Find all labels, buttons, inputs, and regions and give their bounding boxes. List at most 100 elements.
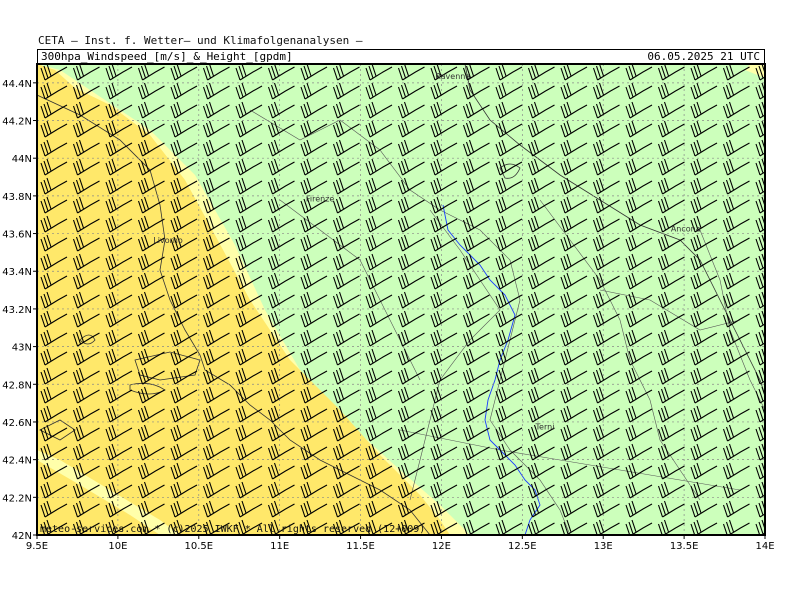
wind-barb (397, 158, 425, 176)
wind-barb (365, 82, 393, 100)
wind-barb (267, 386, 295, 404)
wind-barb (105, 101, 133, 119)
wind-barb (495, 196, 523, 214)
wind-barb (657, 234, 685, 252)
wind-barb (657, 158, 685, 176)
wind-barb (170, 272, 198, 290)
city-label: Firenze (306, 195, 335, 204)
wind-barb (40, 272, 68, 290)
wind-barb (462, 177, 490, 195)
wind-barb (235, 348, 263, 366)
wind-barb (495, 234, 523, 252)
wind-barb (592, 424, 620, 442)
wind-barb (105, 64, 133, 81)
wind-barb (722, 253, 750, 271)
wind-barb (657, 519, 685, 535)
wind-barb (170, 462, 198, 480)
wind-barb (202, 215, 230, 233)
wind-barb (137, 386, 165, 404)
wind-barb (397, 196, 425, 214)
wind-barb (300, 405, 328, 423)
wind-barb (235, 158, 263, 176)
wind-barb (72, 196, 100, 214)
wind-barb (430, 101, 458, 119)
wind-barb (267, 405, 295, 423)
city-label: Ancona (671, 225, 701, 234)
wind-barb (625, 64, 653, 81)
wind-barb (40, 196, 68, 214)
wind-barb (267, 348, 295, 366)
wind-barb (625, 462, 653, 480)
wind-barb (625, 215, 653, 233)
wind-barb (690, 500, 718, 518)
wind-barb (722, 348, 750, 366)
wind-barb (397, 348, 425, 366)
wind-barb (40, 519, 68, 535)
wind-barb (722, 462, 750, 480)
wind-barb (722, 64, 750, 81)
wind-barb (40, 310, 68, 328)
wind-barb (105, 500, 133, 518)
x-tick-label: 12E (432, 541, 451, 552)
wind-barb (657, 139, 685, 157)
wind-barb (365, 329, 393, 347)
wind-barb (625, 120, 653, 138)
wind-barb (72, 310, 100, 328)
wind-barb (235, 272, 263, 290)
tiber-river (442, 204, 541, 535)
x-tick-label: 11.5E (346, 541, 375, 552)
y-tick-label: 43.8N (2, 192, 32, 203)
wind-barb (397, 329, 425, 347)
wind-barb (300, 500, 328, 518)
wind-barb (690, 64, 718, 81)
wind-barb (365, 424, 393, 442)
wind-barb (690, 234, 718, 252)
wind-barb (332, 291, 360, 309)
wind-barb (235, 424, 263, 442)
wind-barb (592, 177, 620, 195)
wind-barb (40, 329, 68, 347)
wind-barb (40, 158, 68, 176)
wind-barb (105, 82, 133, 100)
wind-barb (625, 424, 653, 442)
wind-barb (560, 196, 588, 214)
wind-barb (332, 348, 360, 366)
wind-barb (170, 443, 198, 461)
wind-barb (592, 405, 620, 423)
wind-barb (72, 82, 100, 100)
wind-barb (722, 215, 750, 233)
wind-barb (300, 253, 328, 271)
wind-barb (202, 291, 230, 309)
wind-barb (300, 64, 328, 81)
wind-barb (137, 500, 165, 518)
wind-barb (527, 500, 555, 518)
wind-barb (72, 348, 100, 366)
wind-barb (592, 272, 620, 290)
wind-barb (625, 158, 653, 176)
wind-barb (202, 367, 230, 385)
wind-barb (235, 253, 263, 271)
wind-barb (235, 101, 263, 119)
wind-barb (72, 120, 100, 138)
wind-barb (527, 196, 555, 214)
wind-barb (397, 367, 425, 385)
wind-barb (430, 500, 458, 518)
wind-barb (202, 272, 230, 290)
wind-barb (332, 253, 360, 271)
wind-barb (202, 253, 230, 271)
wind-barb (397, 291, 425, 309)
wind-barb (430, 215, 458, 233)
wind-barb (365, 120, 393, 138)
wind-barb (690, 519, 718, 535)
wind-barb (560, 139, 588, 157)
wind-barb (495, 367, 523, 385)
wind-barb (722, 139, 750, 157)
wind-barb (430, 291, 458, 309)
wind-barb (105, 291, 133, 309)
wind-barb (430, 367, 458, 385)
wind-barb (137, 405, 165, 423)
wind-barb (657, 481, 685, 499)
wind-barb (560, 386, 588, 404)
wind-barb (332, 462, 360, 480)
wind-barb (332, 158, 360, 176)
